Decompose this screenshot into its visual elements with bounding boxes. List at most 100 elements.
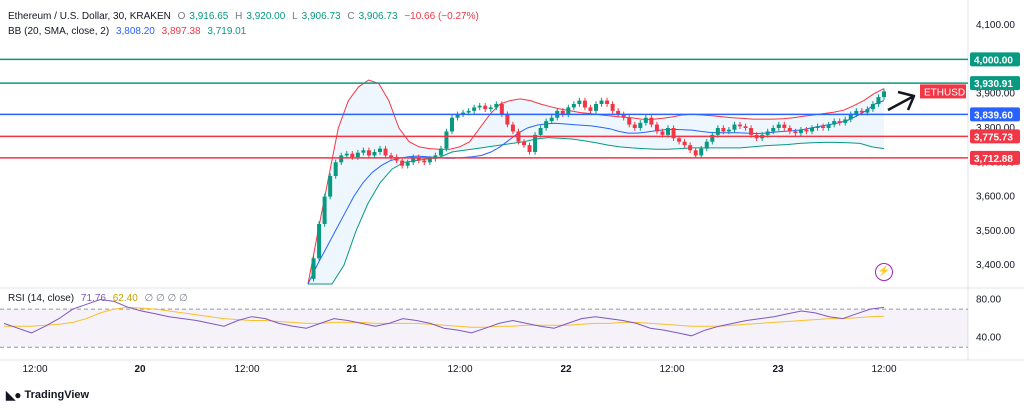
candle-body bbox=[649, 117, 654, 125]
x-tick-label: 12:00 bbox=[871, 364, 896, 375]
candle-body bbox=[682, 141, 687, 146]
candle-body bbox=[328, 176, 333, 197]
candle-body bbox=[322, 196, 327, 224]
candle-body bbox=[400, 160, 405, 166]
candle-body bbox=[599, 100, 604, 104]
candle-body bbox=[372, 152, 377, 156]
candle-body bbox=[654, 124, 659, 132]
candle-body bbox=[510, 124, 515, 132]
rsi-value: 71.76 bbox=[80, 293, 106, 304]
rsi-ma-line bbox=[4, 306, 885, 328]
candle-body bbox=[394, 157, 399, 161]
candle-body bbox=[832, 121, 837, 125]
candle-body bbox=[488, 107, 493, 110]
x-tick-label: 21 bbox=[346, 364, 358, 375]
candle-body bbox=[837, 121, 842, 123]
candle-body bbox=[339, 155, 344, 163]
y-tick-label: 3,600.00 bbox=[976, 192, 1015, 203]
candle-body bbox=[588, 107, 593, 111]
tradingview-logo[interactable]: ◣● TradingView bbox=[6, 388, 90, 402]
close-value: 3,906.73 bbox=[358, 11, 398, 22]
candle-body bbox=[538, 128, 543, 135]
level-tag bbox=[970, 150, 1020, 165]
rsi-tick-label: 80.00 bbox=[976, 295, 1001, 306]
candle-body bbox=[483, 105, 488, 110]
change-value: −10.66 (−0.27%) bbox=[404, 11, 479, 22]
candle-body bbox=[582, 100, 587, 108]
candle-body bbox=[870, 104, 875, 110]
candle-body bbox=[621, 114, 626, 118]
candle-body bbox=[499, 104, 504, 115]
level-tag-label: 4,000.00 bbox=[974, 55, 1013, 66]
level-tag bbox=[970, 52, 1020, 67]
candle-body bbox=[444, 131, 449, 149]
candle-body bbox=[544, 121, 549, 128]
candle-body bbox=[427, 158, 432, 163]
high-value: 3,920.00 bbox=[246, 11, 286, 22]
candle-body bbox=[594, 104, 598, 111]
rsi-extra: ∅ ∅ ∅ ∅ bbox=[144, 293, 188, 304]
bb-basis-value: 3,808.20 bbox=[115, 26, 155, 37]
level-tag-label: 3,839.60 bbox=[974, 110, 1013, 121]
y-tick-label: 4,100.00 bbox=[976, 20, 1015, 31]
candle-body bbox=[450, 117, 454, 132]
level-tag bbox=[970, 129, 1020, 144]
candle-body bbox=[549, 117, 554, 122]
rsi-label: RSI (14, close) bbox=[8, 293, 75, 304]
candle-body bbox=[378, 148, 382, 152]
candle-body bbox=[721, 128, 726, 132]
level-tag-label: 3,712.88 bbox=[974, 154, 1013, 165]
candle-body bbox=[422, 160, 427, 163]
candle-body bbox=[383, 148, 388, 156]
candle-body bbox=[793, 131, 798, 134]
low-value: 3,906.73 bbox=[301, 11, 341, 22]
candle-body bbox=[660, 131, 665, 135]
x-tick-label: 20 bbox=[134, 364, 146, 375]
candle-body bbox=[859, 110, 864, 113]
candle-body bbox=[677, 138, 682, 142]
candle-body bbox=[616, 110, 621, 115]
candle-body bbox=[771, 128, 776, 132]
bb-label: BB (20, SMA, close, 2) bbox=[8, 26, 110, 37]
candle-body bbox=[821, 126, 826, 128]
candle-body bbox=[699, 148, 704, 156]
candle-body bbox=[533, 134, 538, 152]
candle-body bbox=[815, 126, 820, 128]
candle-body bbox=[738, 124, 742, 127]
x-tick-label: 12:00 bbox=[447, 364, 472, 375]
candle-body bbox=[638, 122, 643, 128]
candle-body bbox=[804, 129, 809, 132]
candle-body bbox=[389, 155, 394, 158]
candle-body bbox=[577, 100, 582, 104]
candle-body bbox=[405, 162, 410, 166]
x-tick-label: 23 bbox=[772, 364, 784, 375]
x-tick-label: 12:00 bbox=[234, 364, 259, 375]
candle-body bbox=[355, 152, 360, 158]
candle-body bbox=[472, 107, 477, 111]
x-tick-label: 12:00 bbox=[659, 364, 684, 375]
candle-body bbox=[477, 105, 482, 108]
candle-body bbox=[366, 150, 371, 156]
candle-body bbox=[726, 129, 731, 132]
candle-body bbox=[350, 153, 355, 158]
candle-body bbox=[505, 114, 510, 125]
candle-body bbox=[810, 128, 814, 132]
candle-body bbox=[438, 148, 443, 156]
lightning-icon[interactable]: ⚡ bbox=[875, 263, 893, 281]
rsi-line bbox=[3, 298, 885, 337]
y-tick-label: 3,500.00 bbox=[976, 226, 1015, 237]
candle-body bbox=[566, 107, 571, 115]
candle-body bbox=[527, 145, 532, 152]
ohlc-legend: Ethereum / U.S. Dollar, 30, KRAKEN O 3,91… bbox=[8, 11, 479, 22]
candle-body bbox=[865, 109, 870, 113]
candle-body bbox=[743, 126, 748, 128]
ethusd-tag-label: ETHUSD bbox=[924, 87, 965, 98]
candle-body bbox=[704, 141, 709, 149]
open-value: 3,916.65 bbox=[189, 11, 229, 22]
level-tag-label: 3,930.91 bbox=[974, 79, 1013, 90]
candle-body bbox=[732, 124, 737, 130]
candle-body bbox=[715, 128, 720, 135]
candle-body bbox=[461, 112, 466, 115]
symbol-title: Ethereum / U.S. Dollar, 30, KRAKEN bbox=[8, 11, 171, 22]
